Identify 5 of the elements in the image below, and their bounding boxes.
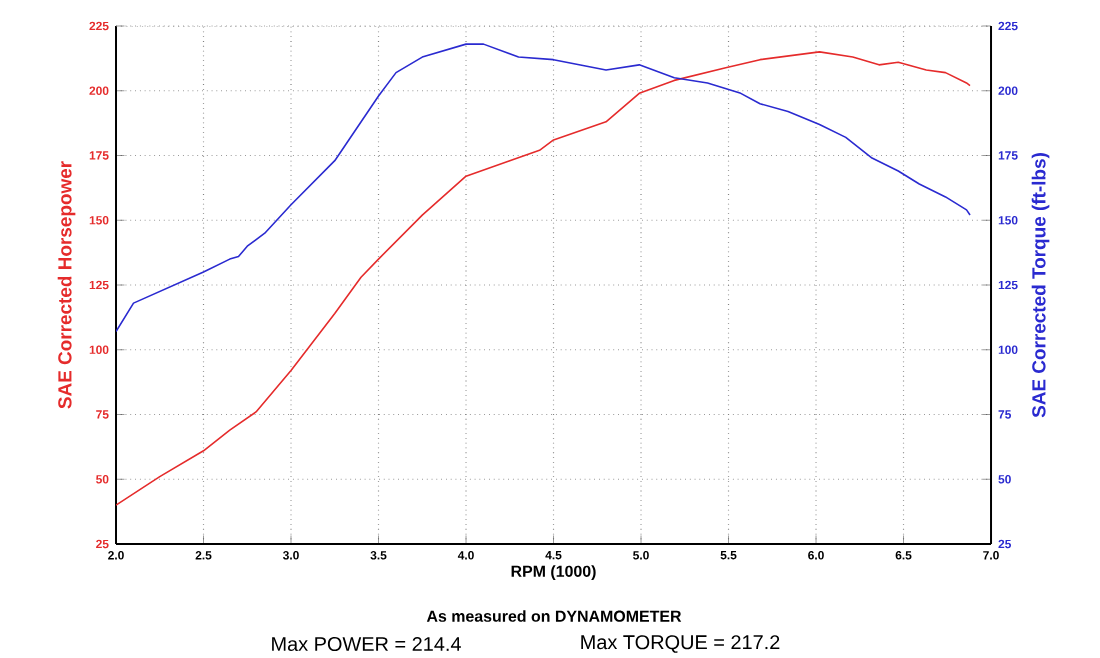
line-series xyxy=(116,51,971,506)
y-axis-title: SAE Corrected Horsepower xyxy=(57,161,76,409)
y2-axis-title: SAE Corrected Torque (ft-lbs) xyxy=(1031,153,1050,418)
text: Max POWER = 214.4 xyxy=(272,636,461,652)
text: Max TORQUE = 217.2 xyxy=(581,635,780,653)
